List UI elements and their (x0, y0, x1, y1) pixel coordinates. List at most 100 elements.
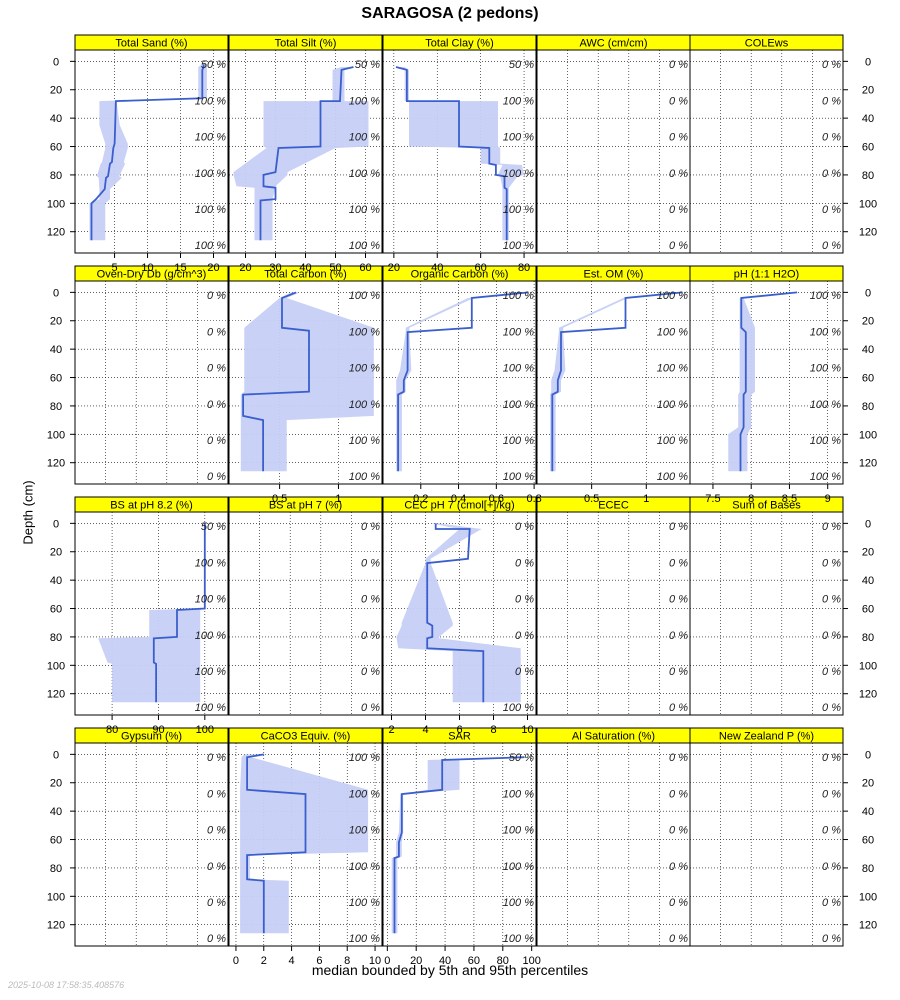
panel-strip-label: BS at pH 7 (%) (269, 500, 342, 512)
panel-frame (228, 511, 383, 716)
pct-label: 0 % (669, 168, 688, 180)
x-tick-label: 8.5 (782, 493, 797, 505)
pct-label: 50 % (355, 59, 380, 71)
pct-label: 100 % (810, 471, 841, 483)
y-tick-label: 0 (865, 749, 871, 761)
pct-label: 0 % (822, 666, 841, 678)
panel-strip-label: CEC pH 7 (cmol[+]/kg) (404, 500, 514, 512)
panel-9: Est. OM (%) 100 % 100 % 100 % 100 % 100 % 100 … (536, 265, 691, 485)
panel-frame (382, 742, 537, 947)
y-tick-label: 100 (47, 198, 65, 210)
pct-label: 100 % (349, 132, 380, 144)
y-tick-label: 60 (50, 142, 62, 154)
y-tick-label: 100 (859, 660, 877, 672)
panel-strip-label: Total Sand (%) (115, 38, 187, 50)
pct-label: 100 % (349, 204, 380, 216)
pct-label: 0 % (361, 557, 380, 569)
panel-strip-label: Gypsum (%) (121, 731, 182, 743)
percentile-band (728, 292, 799, 472)
pct-label: 0 % (669, 594, 688, 606)
pct-label: 50 % (509, 752, 534, 764)
pct-label: 100 % (657, 435, 688, 447)
x-tick-label: 20 (207, 262, 219, 274)
pct-label: 100 % (503, 168, 534, 180)
pct-label: 100 % (195, 240, 226, 252)
y-tick-label: 40 (862, 113, 874, 125)
x-tick-label: 0.5 (584, 493, 599, 505)
pct-label: 0 % (207, 399, 226, 411)
pct-label: 0 % (207, 861, 226, 873)
y-tick-label: 80 (862, 170, 874, 182)
pct-label: 0 % (822, 933, 841, 945)
pct-label: 0 % (669, 521, 688, 533)
y-tick-label: 120 (47, 227, 65, 239)
pct-label: 0 % (361, 666, 380, 678)
panel-4: AWC (cm/cm) 0 % 0 % 0 % 0 % 0 % 0 % (536, 34, 691, 254)
percentile-band (240, 754, 369, 934)
y-tick-label: 120 (47, 920, 65, 932)
pct-label: 0 % (669, 752, 688, 764)
percentile-band (396, 67, 525, 241)
pct-label: 100 % (657, 471, 688, 483)
panel-frame (689, 280, 844, 485)
y-tick-label: 120 (47, 689, 65, 701)
x-tick-label: 50 (329, 262, 341, 274)
y-tick-label: 40 (862, 575, 874, 587)
median-line (551, 291, 683, 472)
pct-label: 0 % (515, 630, 534, 642)
x-tick-label: 0.4 (451, 493, 466, 505)
y-tick-label: 20 (862, 778, 874, 790)
pct-label: 0 % (822, 861, 841, 873)
pct-label: 100 % (503, 788, 534, 800)
pct-label: 100 % (657, 399, 688, 411)
median-line (393, 756, 525, 934)
panel-frame (382, 49, 537, 254)
y-tick-label: 80 (50, 632, 62, 644)
panel-3: Total Clay (%) 50 % 100 % 100 % 100 % 100 % 10… (382, 34, 537, 254)
pct-label: 100 % (810, 363, 841, 375)
pct-label: 100 % (349, 240, 380, 252)
panel-frame (536, 742, 691, 947)
pct-label: 0 % (515, 594, 534, 606)
x-tick-label: 40 (439, 955, 451, 967)
y-tick-label: 100 (859, 198, 877, 210)
panel-frame (74, 511, 229, 716)
y-tick-label: 40 (862, 806, 874, 818)
pct-label: 100 % (195, 95, 226, 107)
y-tick-label: 100 (47, 660, 65, 672)
panel-strip-label: CaCO3 Equiv. (%) (261, 731, 351, 743)
pct-label: 0 % (669, 933, 688, 945)
x-tick-label: 6 (456, 724, 462, 736)
panel-11: BS at pH 8.2 (%) 50 % 100 % 100 % 100 % 100 %… (74, 496, 229, 716)
median-line (739, 291, 798, 472)
y-tick-label: 120 (859, 689, 877, 701)
x-tick-label: 8 (748, 493, 754, 505)
y-tick-label: 0 (53, 287, 59, 299)
pct-label: 100 % (349, 752, 380, 764)
pct-label: 0 % (207, 471, 226, 483)
pct-label: 100 % (503, 471, 534, 483)
x-tick-label: 10 (521, 724, 533, 736)
pct-label: 100 % (503, 363, 534, 375)
x-tick-label: 0 (233, 955, 239, 967)
pct-label: 100 % (503, 933, 534, 945)
x-tick-label: 80 (106, 724, 118, 736)
pct-label: 0 % (361, 702, 380, 714)
pct-label: 0 % (822, 59, 841, 71)
pct-label: 0 % (822, 168, 841, 180)
y-tick-label: 20 (50, 778, 62, 790)
pct-label: 0 % (207, 435, 226, 447)
pct-label: 0 % (822, 752, 841, 764)
panel-15: Sum of Bases 0 % 0 % 0 % 0 % 0 % 0 % (689, 496, 844, 716)
x-tick-label: 7.5 (705, 493, 720, 505)
panel-1: Total Sand (%) 50 % 100 % 100 % 100 % 100 % 10… (74, 34, 229, 254)
x-tick-label: 80 (518, 262, 530, 274)
x-tick-label: 60 (359, 262, 371, 274)
pct-label: 0 % (669, 861, 688, 873)
x-tick-label: 10 (141, 262, 153, 274)
chart-title: SARAGOSA (2 pedons) (361, 5, 539, 22)
pct-label: 0 % (822, 630, 841, 642)
y-tick-label: 60 (862, 604, 874, 616)
panel-10: pH (1:1 H2O) 100 % 100 % 100 % 100 % 100 % 100… (689, 265, 844, 485)
timestamp: 2025-10-08 17:58:35.408576 (8, 980, 125, 990)
